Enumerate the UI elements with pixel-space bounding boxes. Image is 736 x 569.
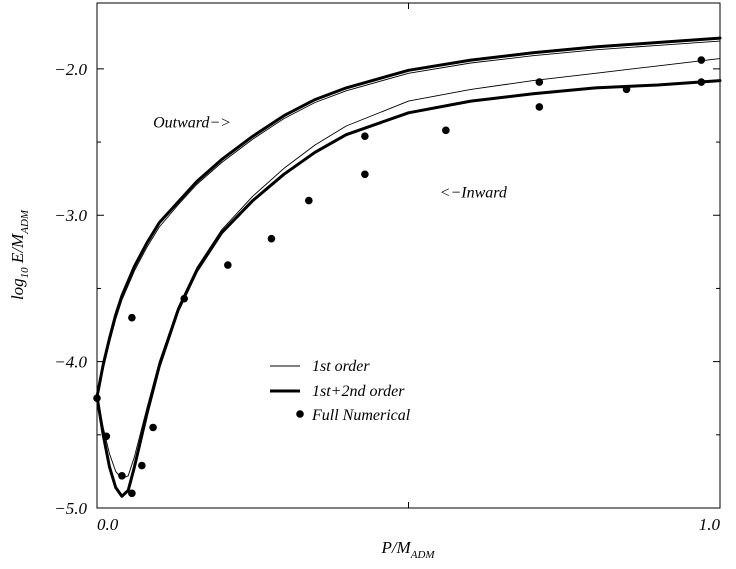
plot-frame [96, 2, 721, 509]
legend: 1st order 1st+2nd order Full Numerical [270, 358, 411, 424]
data-point [361, 170, 369, 179]
data-point [622, 85, 631, 94]
svg-text:P/MADM: P/MADM [380, 538, 435, 561]
y-tick-label: −4.0 [54, 353, 87, 372]
data-point [180, 294, 189, 303]
data-point [128, 313, 136, 322]
data-point [697, 78, 706, 86]
svg-text:1st+2nd order: 1st+2nd order [312, 383, 405, 400]
axis-ticks: −2.0 −3.0 −4.0 −5.0 0.0 1.0 [54, 3, 721, 534]
data-point [535, 78, 544, 86]
y-tick-label: −2.0 [54, 60, 87, 79]
data-point [535, 103, 544, 111]
data-point [118, 471, 126, 480]
annotation-outward: Outward−> [153, 114, 231, 131]
x-axis-label: P/MADM [380, 538, 435, 561]
data-point [93, 394, 101, 403]
series-line-1 [95, 79, 722, 498]
legend-entry-1st-2nd-order: 1st+2nd order [270, 383, 405, 400]
data-point [267, 234, 276, 243]
y-tick-label: −3.0 [54, 206, 87, 225]
series-line-2 [96, 40, 721, 398]
data-point [138, 461, 146, 470]
y-axis-label: log10 E/MADM [8, 209, 31, 300]
svg-text:log10 E/MADM: log10 E/MADM [8, 209, 31, 300]
data-point [149, 423, 157, 432]
data-point [361, 132, 369, 141]
x-tick-label: 0.0 [97, 515, 119, 534]
data-point [224, 261, 232, 269]
series-group [95, 36, 722, 498]
y-tick-label: −5.0 [54, 499, 87, 518]
series-line-3 [95, 36, 722, 399]
data-point [442, 126, 450, 135]
data-point [305, 196, 313, 205]
x-tick-label: 1.0 [699, 515, 721, 534]
annotation-inward: <−Inward [440, 185, 508, 202]
data-point [128, 489, 136, 498]
data-point [102, 432, 111, 441]
legend-entry-1st-order: 1st order [270, 358, 370, 375]
legend-entry-full-numerical: Full Numerical [296, 407, 411, 424]
svg-text:1st order: 1st order [312, 358, 370, 375]
data-point [697, 56, 706, 64]
svg-text:Full Numerical: Full Numerical [311, 407, 411, 424]
points-group [93, 56, 706, 498]
